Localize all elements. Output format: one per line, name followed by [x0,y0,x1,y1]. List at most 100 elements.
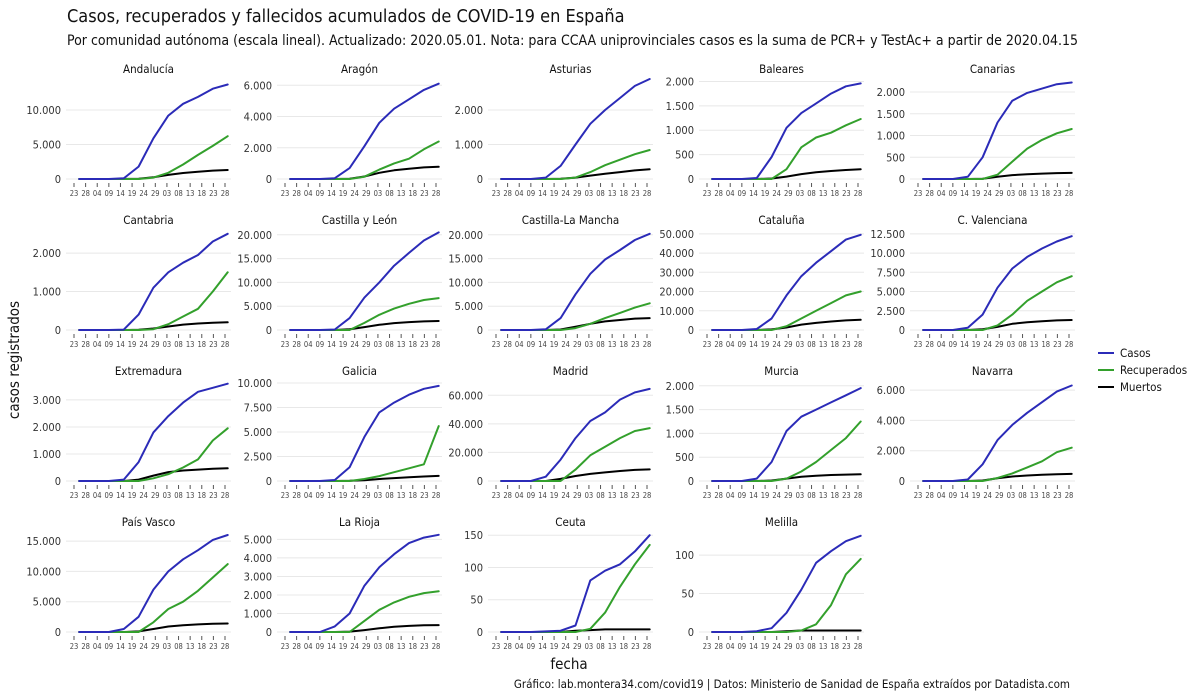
y-tick-label: 20.000 [448,446,483,459]
x-tick-label: 04 [304,491,313,500]
y-tick-label: 0 [477,173,483,186]
x-tick-label: 23 [703,642,712,651]
y-tick-label: 40.000 [448,418,483,431]
x-tick-label: 08 [807,642,816,651]
x-tick-label: 13 [1030,189,1039,198]
x-tick-label: 28 [854,491,863,500]
y-tick-label: 2.000 [455,104,483,117]
x-tick-label: 24 [139,642,148,651]
panel-title: Extremadura [115,364,182,378]
x-tick-label: 18 [619,642,628,651]
y-tick-label: 5.000 [244,426,272,439]
x-tick-label: 03 [585,189,594,198]
y-tick-label: 100 [675,549,694,562]
x-tick-label: 23 [1053,189,1062,198]
x-tick-label: 08 [385,340,394,349]
x-tick-label: 23 [914,491,923,500]
x-tick-label: 13 [186,189,195,198]
x-tick-label: 29 [995,340,1004,349]
x-tick-label: 23 [209,189,218,198]
series-line-casos [500,534,651,633]
x-tick-label: 04 [726,491,735,500]
y-tick-label: 50.000 [659,228,694,241]
x-tick-label: 19 [761,189,770,198]
x-tick-label: 14 [960,189,969,198]
x-tick-label: 24 [561,189,570,198]
panel-castilla-y-leon: Castilla y León 0 5.000 10.000 15.000 20.000 2… [237,213,442,349]
x-tick-label: 09 [738,340,747,349]
x-tick-label: 03 [585,642,594,651]
x-tick-label: 14 [960,340,969,349]
x-tick-label: 24 [350,340,359,349]
x-tick-label: 08 [1018,491,1027,500]
x-tick-label: 08 [174,642,183,651]
series-line-casos [78,83,229,180]
x-tick-label: 23 [631,642,640,651]
x-tick-label: 18 [830,340,839,349]
x-tick-label: 04 [515,642,524,651]
x-tick-label: 14 [327,491,336,500]
x-tick-label: 04 [726,642,735,651]
series-line-muertos [711,168,862,180]
x-tick-label: 13 [397,189,406,198]
x-tick-label: 24 [983,340,992,349]
series-line-casos [922,384,1073,482]
x-tick-label: 28 [81,642,90,651]
x-tick-label: 23 [70,642,79,651]
series-line-muertos [78,622,229,633]
y-tick-label: 2.000 [877,445,905,458]
y-tick-label: 5.000 [877,286,905,299]
series-line-recuperados [711,557,862,633]
x-tick-label: 04 [726,340,735,349]
x-tick-label: 19 [761,491,770,500]
x-tick-label: 28 [643,642,652,651]
y-tick-label: 0 [55,475,61,488]
y-tick-label: 10.000 [659,305,694,318]
x-tick-label: 03 [163,642,172,651]
x-tick-label: 03 [1007,189,1016,198]
x-tick-label: 14 [749,491,758,500]
x-tick-label: 04 [515,340,524,349]
x-tick-label: 23 [70,340,79,349]
y-tick-label: 1.000 [666,427,694,440]
y-tick-label: 0 [477,324,483,337]
x-tick-label: 23 [1053,491,1062,500]
y-tick-label: 150 [464,529,483,542]
x-tick-label: 28 [503,340,512,349]
x-tick-label: 14 [327,642,336,651]
x-tick-label: 23 [703,340,712,349]
y-tick-label: 20.000 [237,229,272,242]
y-tick-label: 3.000 [244,570,272,583]
y-tick-label: 0 [688,626,694,639]
x-tick-label: 08 [385,642,394,651]
x-tick-label: 23 [842,340,851,349]
x-tick-label: 18 [197,340,206,349]
x-tick-label: 03 [163,340,172,349]
x-tick-label: 14 [538,189,547,198]
y-tick-label: 3.000 [33,394,61,407]
x-tick-label: 18 [830,491,839,500]
x-tick-label: 19 [550,491,559,500]
x-tick-label: 08 [385,189,394,198]
x-tick-label: 29 [362,642,371,651]
x-tick-label: 19 [761,340,770,349]
y-tick-label: 2.500 [877,305,905,318]
x-tick-label: 04 [937,491,946,500]
y-tick-label: 50 [681,588,694,601]
x-tick-label: 19 [128,340,137,349]
x-tick-label: 08 [174,189,183,198]
panel-title: Asturias [550,62,592,76]
x-tick-label: 24 [561,340,570,349]
x-tick-label: 03 [374,340,383,349]
x-tick-label: 09 [105,491,114,500]
x-tick-label: 13 [819,642,828,651]
x-tick-label: 13 [397,642,406,651]
x-tick-label: 09 [105,642,114,651]
y-tick-label: 1.000 [244,607,272,620]
x-tick-label: 18 [830,189,839,198]
x-tick-label: 29 [573,189,582,198]
x-tick-label: 08 [596,491,605,500]
